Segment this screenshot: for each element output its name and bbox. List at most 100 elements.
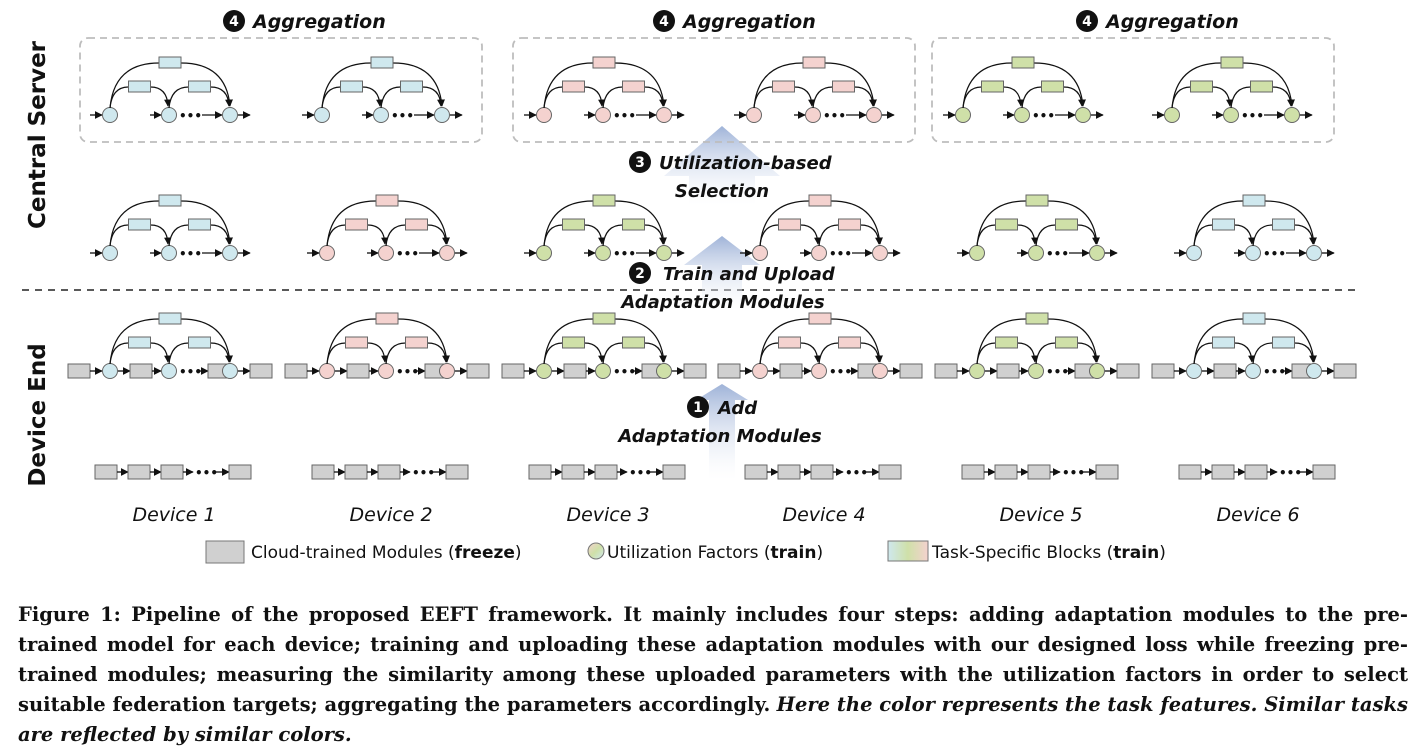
pipeline-diagram: Central Server Device End 4 Aggregation … (22, 10, 1357, 564)
task-block (375, 312, 399, 325)
step-3-label: 3 Utilization-based Selection (629, 151, 833, 202)
task-block (808, 194, 832, 207)
frozen-module (67, 363, 91, 379)
frozen-module (662, 464, 686, 480)
adaptation-graph: ••• (90, 56, 251, 123)
task-block (772, 80, 795, 93)
task-block (158, 56, 182, 69)
task-block (1272, 336, 1295, 349)
adaptation-graph: ••• (302, 56, 463, 123)
task-block (400, 80, 423, 93)
flow-arrow-select (664, 126, 780, 205)
device-labels: Device 1 Device 2 Device 3 Device 4 Device 5… (132, 504, 1299, 526)
frozen-module (1178, 464, 1202, 480)
utilization-factor (1284, 107, 1300, 123)
utilization-factor (811, 245, 827, 261)
svg-text:2: 2 (635, 266, 645, 282)
ellipsis: ••• (179, 247, 202, 261)
frozen-module (228, 464, 252, 480)
frozen-module (563, 363, 587, 379)
ellipsis: ••• (829, 365, 852, 379)
step-1-label: 1 Add Adaptation Modules (616, 396, 822, 447)
ellipsis: ••• (845, 466, 868, 480)
adaptation-graph: ••• (1152, 56, 1313, 123)
svg-text:4: 4 (659, 14, 669, 30)
frozen-module (594, 464, 618, 480)
task-block (562, 80, 585, 93)
svg-text:Add: Add (716, 398, 758, 419)
adaptation-graph: ••• (501, 312, 707, 379)
utilization-factor (536, 107, 552, 123)
utilization-factor (102, 107, 118, 123)
task-block (1220, 56, 1244, 69)
task-block (562, 218, 585, 231)
task-block (405, 336, 428, 349)
aggregation-title-3: 4 Aggregation (1076, 10, 1239, 33)
task-block (1055, 218, 1078, 231)
task-block (1242, 312, 1266, 325)
figure-caption: Figure 1: Pipeline of the proposed EEFT … (18, 600, 1408, 750)
adaptation-graph: ••• (90, 194, 251, 261)
frozen-module (717, 363, 741, 379)
utilization-factor (1028, 363, 1044, 379)
ellipsis: ••• (195, 466, 218, 480)
task-block (128, 336, 151, 349)
ellipsis: ••• (391, 109, 414, 123)
utilization-factor (1223, 107, 1239, 123)
adapted-device-models: ••• ••• ••• ••• ••• ••• (67, 312, 1357, 379)
frozen-module (777, 464, 801, 480)
utilization-factor (1306, 245, 1322, 261)
utilization-factor (1028, 245, 1044, 261)
task-block (838, 336, 861, 349)
frozen-backbone: ••• (94, 464, 252, 480)
ellipsis: ••• (179, 365, 202, 379)
utilization-factor (319, 363, 335, 379)
central-server-label: Central Server (25, 40, 51, 229)
task-block (622, 218, 645, 231)
svg-text:Train and Upload: Train and Upload (663, 264, 836, 285)
adaptation-graph: ••• (943, 56, 1104, 123)
ellipsis: ••• (1241, 109, 1264, 123)
utilization-factor (656, 107, 672, 123)
utilization-factor (752, 363, 768, 379)
frozen-module (501, 363, 525, 379)
adaptation-graph: ••• (1151, 312, 1357, 379)
ellipsis: ••• (1046, 365, 1069, 379)
utilization-factor (439, 245, 455, 261)
utilization-factor (102, 245, 118, 261)
task-block (1272, 218, 1295, 231)
utilization-factor (536, 363, 552, 379)
frozen-module (528, 464, 552, 480)
svg-text:Adaptation Modules: Adaptation Modules (616, 426, 822, 447)
utilization-factor (222, 363, 238, 379)
utilization-factor (1089, 363, 1105, 379)
ellipsis: ••• (613, 365, 636, 379)
frozen-backbone: ••• (961, 464, 1119, 480)
task-block (802, 56, 826, 69)
svg-text:4: 4 (229, 14, 239, 30)
task-block (158, 194, 182, 207)
utilization-factor (656, 245, 672, 261)
flow-arrow-add (696, 384, 748, 480)
adaptation-graph: ••• (717, 312, 923, 379)
task-block (370, 56, 394, 69)
frozen-module (129, 363, 153, 379)
utilization-factor (595, 363, 611, 379)
task-block (188, 80, 211, 93)
utilization-factor (434, 107, 450, 123)
task-block (405, 218, 428, 231)
ellipsis: ••• (1263, 365, 1286, 379)
utilization-factor (595, 245, 611, 261)
task-block (340, 80, 363, 93)
task-block (622, 80, 645, 93)
task-block (592, 56, 616, 69)
utilization-factor (378, 363, 394, 379)
adaptation-graph: ••• (524, 56, 685, 123)
device-label: Device 2 (349, 504, 432, 526)
frozen-module (744, 464, 768, 480)
task-block (188, 218, 211, 231)
utilization-factor (1245, 363, 1261, 379)
frozen-module (878, 464, 902, 480)
task-block (981, 80, 1004, 93)
utilization-factor (536, 245, 552, 261)
